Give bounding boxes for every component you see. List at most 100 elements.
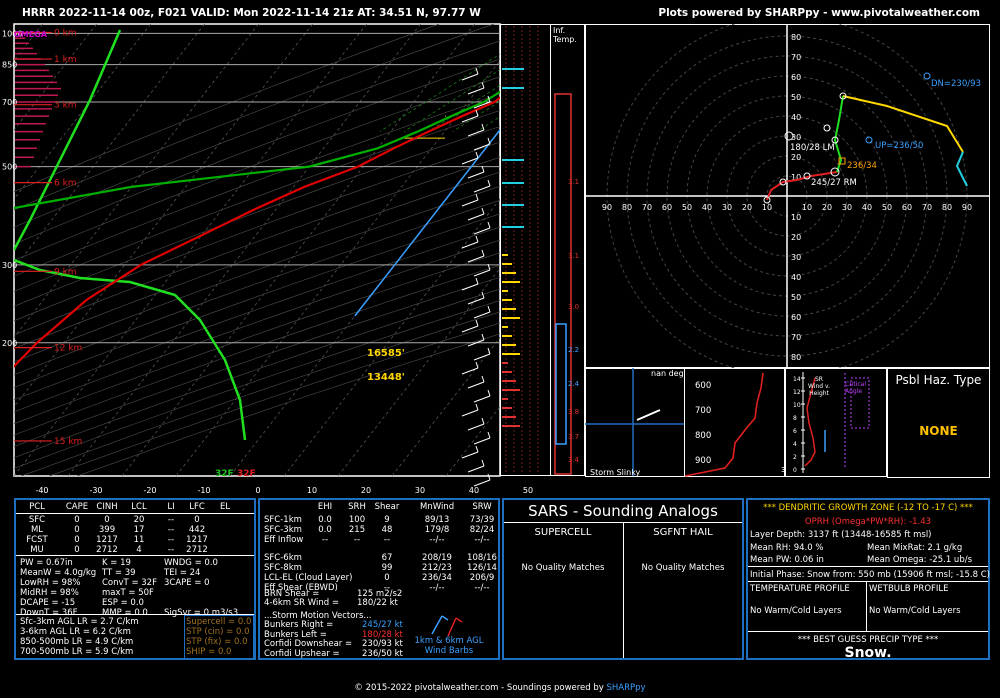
wind-barb-flag: [475, 151, 479, 159]
wind-barb-flag: [475, 193, 479, 201]
km-label: 6 km: [54, 179, 77, 189]
temp-value: 3.4: [568, 456, 580, 464]
wetbulb-profile-result: No Warm/Cold Layers: [869, 606, 961, 616]
height-label: 12: [793, 389, 801, 396]
hodo-x-tick: 70: [922, 203, 932, 212]
index-value: ESP = 0.0: [102, 598, 144, 608]
wind-barb-flag: [481, 417, 485, 425]
bunkers-left-label: 180/28 LM: [790, 143, 835, 153]
wind-barb: [461, 241, 479, 249]
wind-barb: [461, 115, 479, 123]
wind-barb-flag: [481, 291, 485, 299]
inflow-bar: [502, 87, 524, 89]
ring-label: 30: [791, 133, 801, 142]
inflow-tick: [502, 416, 516, 418]
sr-wind-value: 180/22 kt: [357, 598, 398, 608]
bunkers-right-label: 245/27 RM: [811, 178, 857, 188]
hodo-height-marker: [823, 124, 831, 132]
ring-label: 50: [791, 293, 801, 302]
parcel-type: FCST: [26, 535, 48, 545]
dry-adiabat: [14, 58, 500, 245]
temp-profile-title: TEMPERATURE PROFILE: [750, 584, 850, 594]
dry-adiabat: [14, 226, 500, 401]
kinematics-value: --/--: [474, 535, 490, 545]
kinematics-layer: Eff Shear (EBWD): [264, 583, 338, 593]
slinky-level: 700: [695, 406, 711, 416]
corfidi-down-label: DN=230/93: [931, 79, 981, 89]
barb-note: 1km & 6km AGL: [414, 636, 484, 646]
parcel-value: --: [167, 535, 175, 545]
parcel-value: 0: [74, 545, 80, 555]
temp-value: 2.4: [568, 380, 580, 388]
kinematics-value: 179/8: [424, 525, 450, 535]
wind-barb-flag: [475, 319, 479, 327]
ring-label: 80: [791, 33, 801, 42]
thermo-panel: [14, 498, 256, 660]
dewpoint-line: [14, 90, 500, 210]
height-label: 10: [793, 402, 801, 409]
dry-adiabat: [14, 76, 500, 261]
dgz-panel: [746, 498, 990, 660]
temp-value: 3.1: [568, 252, 579, 260]
dry-adiabat: [14, 213, 500, 388]
composite-index: STP (cin) = 0.0: [186, 627, 250, 637]
hodo-x-tick: 70: [642, 203, 652, 212]
sfc-dew-label: 32F: [237, 469, 256, 479]
temp-value: 3.7: [568, 433, 579, 441]
parcel-value: 0: [194, 515, 200, 525]
dgz-mean-mixrat: Mean MixRat: 2.1 g/kg: [867, 543, 963, 553]
storm-motion-value: 180/28 kt: [362, 629, 403, 640]
kinematics-value: 82/24: [469, 525, 495, 535]
slinky-level: 800: [695, 431, 711, 441]
temp-box-blue: [555, 323, 567, 445]
dry-adiabat: [14, 171, 500, 349]
hodo-x-tick: 40: [702, 203, 712, 212]
dry-adiabat: [14, 110, 500, 292]
nan-deg-label: nan deg: [651, 369, 684, 378]
kinematics-value: --: [383, 535, 391, 545]
temp-value: 3.0: [568, 303, 579, 311]
parcel-type: MU: [30, 545, 44, 555]
pressure-label: 200: [2, 339, 17, 348]
ring-label: 40: [791, 273, 801, 282]
dry-adiabat: [14, 288, 500, 459]
dgz-mean-rh: Mean RH: 94.0 %: [750, 543, 824, 553]
dry-adiabat: [14, 239, 500, 413]
km-label: 12 km: [54, 344, 82, 354]
storm-motion-label: Bunkers Right =: [264, 620, 334, 630]
wind-barb: [473, 143, 491, 151]
hodo-x-tick: 50: [682, 203, 692, 212]
lapse-rate: 700-500mb LR = 5.9 C/km: [20, 647, 134, 657]
kinematics-layer: SFC-1km: [264, 515, 302, 525]
wind-barb: [473, 185, 491, 193]
parcel-value: 442: [188, 525, 206, 535]
dry-adiabat: [14, 24, 494, 211]
wind-barb: [473, 353, 491, 361]
hodo-x-tick: 80: [622, 203, 632, 212]
footer-text: © 2015-2022 pivotalweather.com - Soundin…: [354, 683, 607, 693]
parcel-value: --: [167, 545, 175, 555]
wind-barb: [467, 339, 485, 347]
ring-label: 20: [791, 233, 801, 242]
index-value: MeanW = 4.0g/kg: [20, 568, 97, 578]
temp-tick-label: -20: [143, 486, 156, 495]
dgz-title: *** DENDRITIC GROWTH ZONE (-12 TO -17 C)…: [763, 503, 973, 513]
inflow-bar: [502, 226, 524, 228]
precip-type-title: *** BEST GUESS PRECIP TYPE ***: [797, 635, 939, 645]
slinky-value: 3: [781, 466, 785, 474]
wind-barb-flag: [487, 431, 491, 439]
hodo-x-tick: 10: [802, 203, 812, 212]
dry-adiabat: [14, 93, 500, 277]
bunkers-right-marker: [830, 167, 840, 177]
wind-barb-icon: [431, 615, 463, 637]
parcel-value: 11: [133, 535, 145, 545]
ring-label: 50: [791, 93, 801, 102]
ring-label: 70: [791, 333, 801, 342]
ring-label: 10: [791, 173, 801, 182]
slinky-level: 900: [695, 456, 711, 466]
wind-barb: [473, 311, 491, 319]
parcel-value: 17: [133, 525, 145, 535]
wind-barb: [467, 213, 485, 221]
